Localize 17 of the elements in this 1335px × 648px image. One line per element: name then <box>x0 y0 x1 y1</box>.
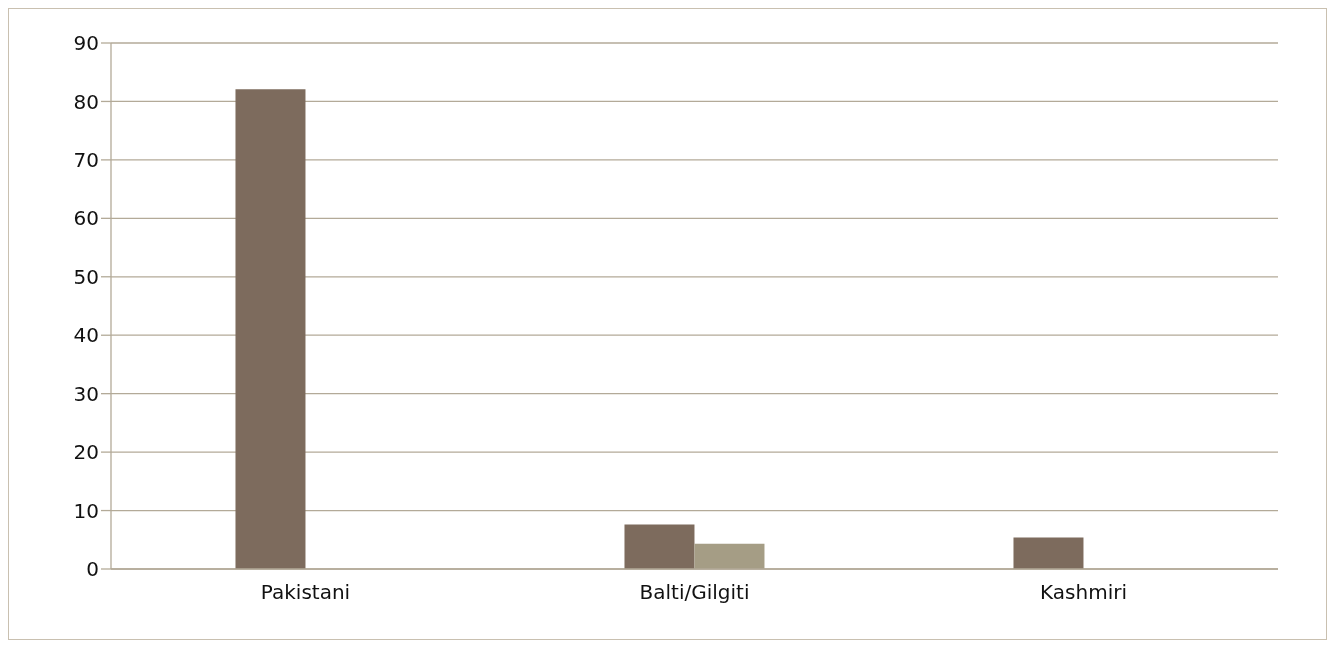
bar <box>694 543 765 569</box>
bar <box>624 524 695 569</box>
y-tick-label: 10 <box>73 498 99 523</box>
x-tick-label: Pakistani <box>260 580 351 605</box>
y-tick-label: 70 <box>73 147 99 172</box>
y-tick-label: 90 <box>73 31 99 56</box>
y-tick-label: 20 <box>73 440 99 465</box>
y-tick-label: 30 <box>73 381 99 406</box>
x-tick-label: Balti/Gilgiti <box>639 580 750 605</box>
y-tick-label: 60 <box>73 206 99 231</box>
bar <box>1013 537 1084 569</box>
y-tick-label: 0 <box>86 557 99 582</box>
y-tick-label: 80 <box>73 89 99 114</box>
y-tick-label: 50 <box>73 264 99 289</box>
bar <box>235 89 306 569</box>
x-tick-label: Kashmiri <box>1040 580 1127 605</box>
y-tick-label: 40 <box>73 323 99 348</box>
